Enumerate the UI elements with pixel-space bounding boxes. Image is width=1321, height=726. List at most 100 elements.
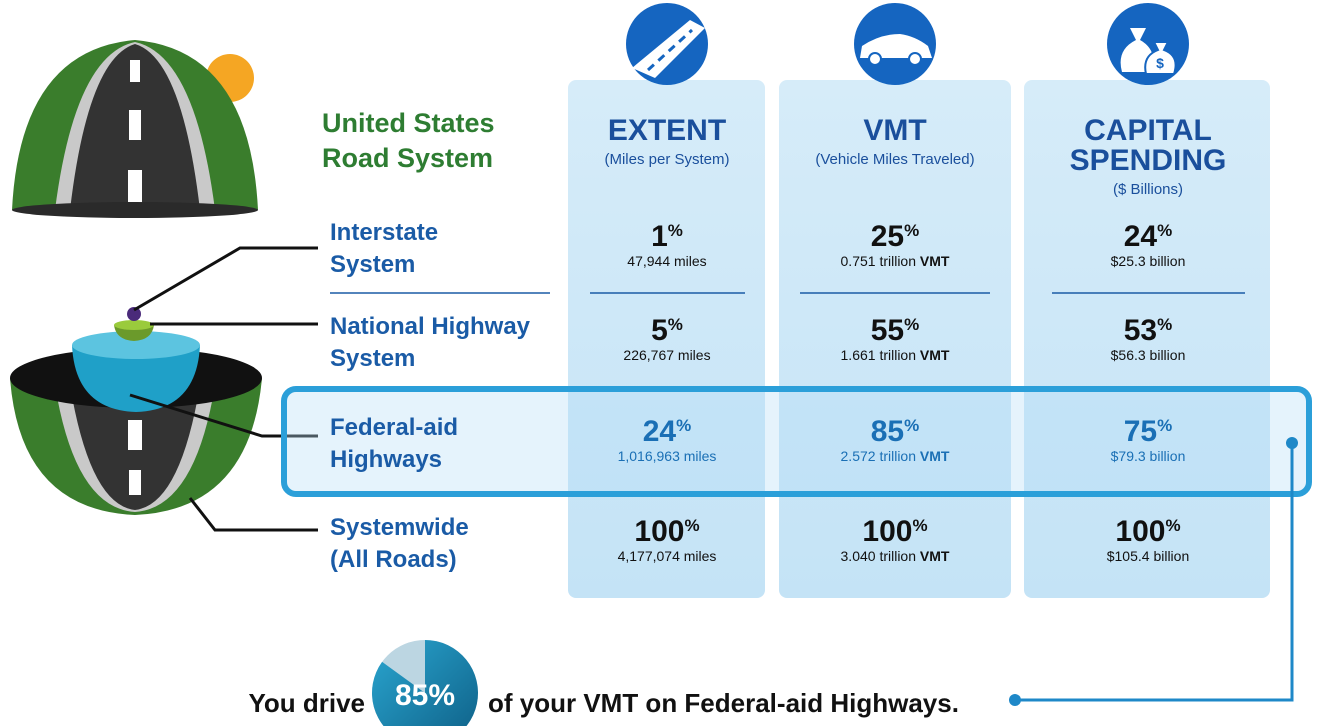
cell-detail: 1.661 trillion VMT [841,347,950,363]
percent-unit: % [668,315,683,334]
highlight-box [281,386,1312,497]
cell-value: 24% [643,415,692,448]
cell-detail: $105.4 billion [1107,548,1190,564]
cell-detail: $79.3 billion [1111,448,1186,464]
money-icon: $ [1107,3,1189,85]
footer-suffix: of your VMT on Federal-aid Highways. [488,688,959,718]
cell-value: 100% [1115,515,1180,548]
pie-label: 85% [395,679,455,712]
connector-dot [1286,437,1298,449]
cell-detail: 0.751 trillion VMT [841,253,950,269]
cell-detail: 47,944 miles [627,253,706,269]
column-title: SPENDING [1070,144,1227,177]
percent: 100 [862,515,912,548]
cell-detail: 226,767 miles [623,347,710,363]
row-label: Highways [330,446,442,473]
column-title: CAPITAL [1084,114,1212,147]
cell-detail: 1,016,963 miles [618,448,717,464]
column-subtitle: ($ Billions) [1113,181,1183,198]
cell-value: 24% [1124,220,1173,253]
detail: 4,177,074 miles [618,548,717,564]
row-label: National Highway [330,313,531,340]
detail: 0.751 trillion [841,253,917,269]
detail: 3.040 trillion [841,548,917,564]
row-label: (All Roads) [330,546,457,573]
percent: 1 [651,220,668,253]
percent: 55 [871,314,904,347]
cell-value: 5% [651,314,683,347]
connector-dot [1009,694,1021,706]
cell-value: 75% [1124,415,1173,448]
detail: $105.4 billion [1107,548,1190,564]
percent-unit: % [912,516,927,535]
svg-text:$: $ [1156,55,1164,71]
detail: 226,767 miles [623,347,710,363]
percent-unit: % [904,416,919,435]
percent-unit: % [1165,516,1180,535]
cell-value: 100% [862,515,927,548]
column-bg [568,80,765,598]
percent-unit: % [1157,315,1172,334]
percent: 85 [871,415,904,448]
title: United States [322,108,495,138]
detail: 1.661 trillion [841,347,917,363]
percent: 24 [1124,220,1158,253]
cell-value: 100% [634,515,699,548]
cell-detail: $56.3 billion [1111,347,1186,363]
row-label: Federal-aid [330,414,458,441]
detail: 2.572 trillion [841,448,917,464]
column-title: VMT [863,114,926,147]
row-label: System [330,345,415,372]
detail: $79.3 billion [1111,448,1186,464]
percent-unit: % [1157,416,1172,435]
dome-illustration [12,40,258,218]
cell-value: 55% [871,314,920,347]
percent: 53 [1124,314,1157,347]
percent-unit: % [1157,221,1172,240]
cell-value: 85% [871,415,920,448]
cell-detail: 2.572 trillion VMT [841,448,950,464]
column-title: EXTENT [608,114,726,147]
row-label: Systemwide [330,514,469,541]
percent: 100 [1115,515,1165,548]
column-bg [779,80,1011,598]
detail: 47,944 miles [627,253,706,269]
detail-bold: VMT [920,347,950,363]
percent: 100 [634,515,684,548]
title: Road System [322,143,493,173]
cell-value: 25% [871,220,920,253]
cell-detail: 3.040 trillion VMT [841,548,950,564]
footer-prefix: You drive [248,688,365,718]
connector [1015,443,1294,702]
car-icon [854,3,936,85]
pie-slice [372,640,478,726]
detail: $56.3 billion [1111,347,1186,363]
percent-unit: % [904,221,919,240]
percent: 25 [871,220,904,253]
detail-bold: VMT [920,253,950,269]
road-icon [626,3,708,85]
row-label: Interstate [330,219,438,246]
column-subtitle: (Vehicle Miles Traveled) [815,151,974,168]
detail: 1,016,963 miles [618,448,717,464]
leader-lines [129,246,318,532]
detail-bold: VMT [920,448,950,464]
percent-unit: % [904,315,919,334]
percent: 5 [651,314,668,347]
column-subtitle: (Miles per System) [604,151,729,168]
percent-unit: % [676,416,691,435]
bowl-illustration [10,307,262,515]
percent-unit: % [684,516,699,535]
detail: $25.3 billion [1111,253,1186,269]
percent: 75 [1124,415,1157,448]
cell-detail: 4,177,074 miles [618,548,717,564]
cell-value: 1% [651,220,683,253]
row-label: System [330,251,415,278]
percent: 24 [643,415,677,448]
cell-detail: $25.3 billion [1111,253,1186,269]
percent-unit: % [668,221,683,240]
detail-bold: VMT [920,548,950,564]
column-bg [1024,80,1270,598]
content: United States Road System EXTENT (Miles per… [248,108,1226,726]
